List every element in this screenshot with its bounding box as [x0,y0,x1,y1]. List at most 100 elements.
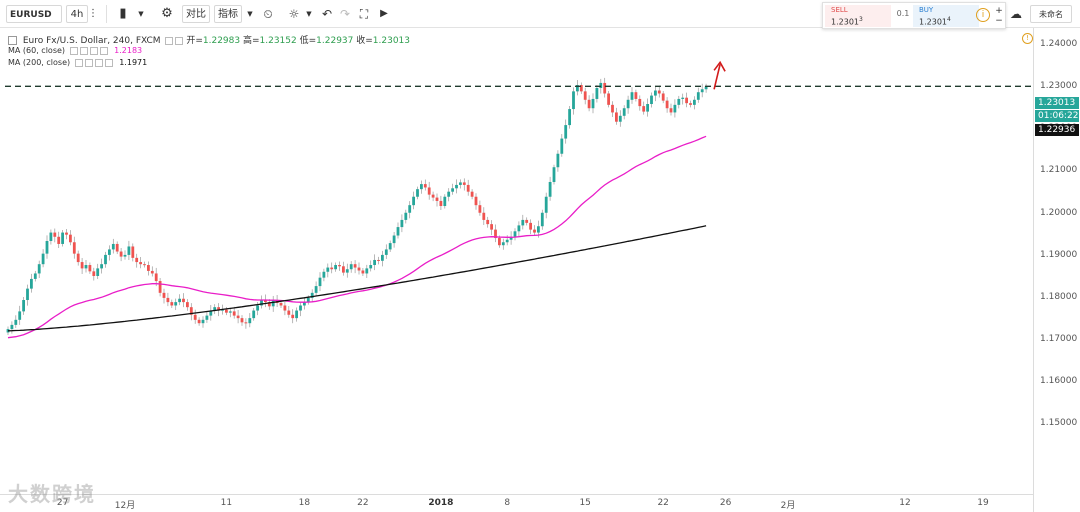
candle-body [443,196,447,207]
candle-body [174,302,178,306]
plus-icon[interactable]: + [995,6,1003,16]
alert-icon[interactable]: ⏲ [263,7,273,21]
candle-body [119,251,123,257]
chevron-down-icon[interactable]: ▼ [247,10,253,18]
buy-label: BUY [919,6,934,14]
symbol-search[interactable]: EURUSD [6,5,62,23]
candle-body [69,234,72,243]
candle-body [365,268,369,274]
candle-body [611,104,614,113]
y-tick-label: 1.24000 [1040,39,1078,49]
more-icon[interactable] [99,46,108,55]
gear-icon[interactable]: ⚙ [161,6,173,21]
chevron-down-icon[interactable]: ▼ [138,10,144,18]
candle-body [513,231,517,237]
y-tick-label: 1.18000 [1040,291,1078,302]
candle-body [459,182,462,185]
settings-icon[interactable] [175,36,184,45]
close-icon[interactable] [94,58,103,67]
lightbulb-icon[interactable]: ☼ [288,7,300,21]
ma60-line [7,135,707,339]
candle-body [244,322,248,324]
interval-menu-icon[interactable]: ⋮ [88,8,98,19]
minus-icon[interactable]: − [995,16,1003,26]
buy-button[interactable]: BUY 1.23014 [913,5,979,27]
candle-body [287,310,291,315]
eye-icon[interactable] [69,46,78,55]
candle-body [92,271,96,276]
sell-label: SELL [831,6,848,14]
candle-body [470,191,474,197]
candle-body [404,212,408,220]
candle-body [673,104,677,113]
candle-body [96,268,100,276]
candle-body [579,85,583,92]
price-chart[interactable] [0,0,1033,494]
undo-icon[interactable]: ↶ [321,7,333,21]
candle-body [474,196,478,206]
candle-body [205,315,209,320]
candle-body [377,259,380,261]
candle-body [65,232,68,235]
fullscreen-icon[interactable]: ⛶ [359,7,369,21]
close-icon[interactable] [89,46,98,55]
compare-button[interactable]: 对比 [182,5,210,23]
candle-body [178,298,181,303]
candle-body [599,82,603,88]
candle-body [322,271,326,278]
chevron-down-icon[interactable]: ▼ [306,10,312,18]
candle-body [334,265,337,270]
x-tick-label: 12 [899,498,911,508]
candle-body [186,302,189,308]
settings-icon[interactable] [84,58,93,67]
candle-body [661,93,665,101]
candle-body [603,82,607,94]
candle-body [57,236,61,244]
more-icon[interactable] [104,58,113,67]
candle-body [201,319,205,324]
candle-body [618,115,622,122]
candle-body [486,219,490,225]
watermark: 大数跨境 [8,482,96,506]
candle-body [533,229,536,233]
candle-body [420,184,423,190]
candle-body [642,106,646,112]
candle-body [111,243,115,250]
candle-body [283,305,287,311]
candle-body [704,86,708,90]
candle-body [264,300,267,303]
settings-icon[interactable] [79,46,88,55]
last-price-tag: 1.23013 [1035,97,1079,109]
candle-body [587,99,591,109]
play-icon[interactable]: ▶ [380,8,388,19]
candle-body [104,254,107,265]
candle-body [100,264,103,269]
candle-body [303,302,306,306]
warning-icon[interactable]: ! [1022,33,1033,44]
layout-name-button[interactable]: 未命名 [1030,5,1072,23]
candle-body [143,264,146,266]
cloud-icon[interactable]: ☁ [1010,7,1022,21]
candle-body [689,103,692,105]
legend-ma60: MA (60, close) 1.2183 [8,46,142,55]
candle-style-icon[interactable]: ▮ [119,6,127,21]
candle-body [291,314,295,319]
eye-icon[interactable] [74,58,83,67]
time-axis[interactable] [0,494,1033,512]
redo-icon[interactable]: ↷ [339,7,351,21]
high-value: 1.23152 [259,36,297,46]
interval-button[interactable]: 4h [66,5,88,23]
candle-body [41,253,45,265]
up-arrow-annotation [713,64,721,90]
candle-body [357,267,361,271]
indicators-button[interactable]: 指标 [214,5,242,23]
candle-body [53,232,57,237]
collapse-icon[interactable] [8,36,17,45]
candle-body [650,95,653,105]
sell-button[interactable]: SELL 1.23013 [825,5,891,27]
eye-icon[interactable] [165,36,174,45]
info-icon[interactable]: i [976,8,990,22]
candle-body [131,246,135,258]
candle-body [345,269,349,273]
candle-body [299,305,302,311]
